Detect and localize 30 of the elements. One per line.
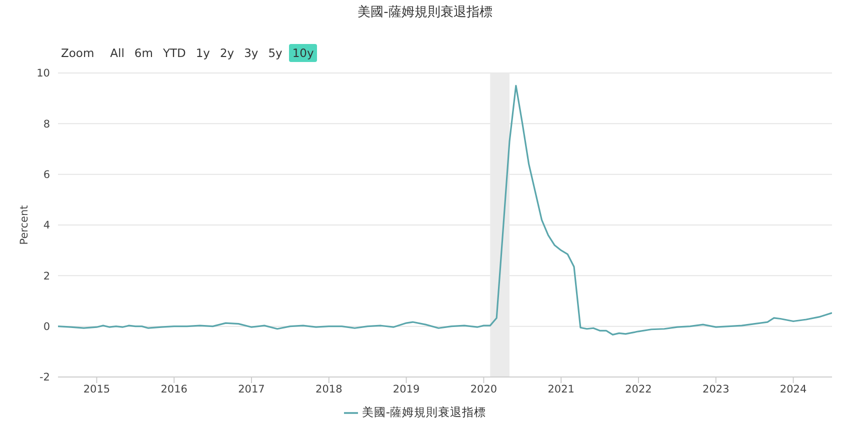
y-tick-label: -2 [40,372,50,384]
y-tick-label: 4 [43,220,50,232]
x-tick-label: 2023 [702,383,730,396]
text: 2y [218,45,236,62]
y-tick-label: 10 [36,68,50,80]
text: 1y [194,45,211,62]
x-tick-label: 2019 [392,383,420,396]
x-tick-label: 2015 [83,383,110,396]
y-tick-label: 8 [43,118,50,130]
x-tick-label: 2024 [780,383,807,396]
text: YTD [162,45,187,62]
text: 6m [133,45,154,62]
x-tick-label: 2016 [160,383,188,396]
x-tick-label: 2020 [470,383,498,396]
x-tick-label: 2017 [238,383,265,396]
text: 5y [267,45,284,62]
text: Zoom [60,45,96,62]
legend-label: 美國-薩姆規則衰退指標 [362,405,486,419]
y-tick-label: 2 [43,270,50,282]
text: 10y [289,44,317,62]
x-tick-label: 2022 [625,383,652,396]
chart-title: 美國-薩姆規則衰退指標 [356,4,494,21]
text: All [109,45,126,62]
y-axis-title: Percent [18,205,31,245]
y-tick-label: 0 [43,321,50,334]
text: 3y [243,45,260,62]
x-tick-label: 2018 [316,383,342,396]
y-tick-label: 6 [43,169,50,182]
x-tick-label: 2021 [548,383,574,396]
line-series [58,84,832,336]
